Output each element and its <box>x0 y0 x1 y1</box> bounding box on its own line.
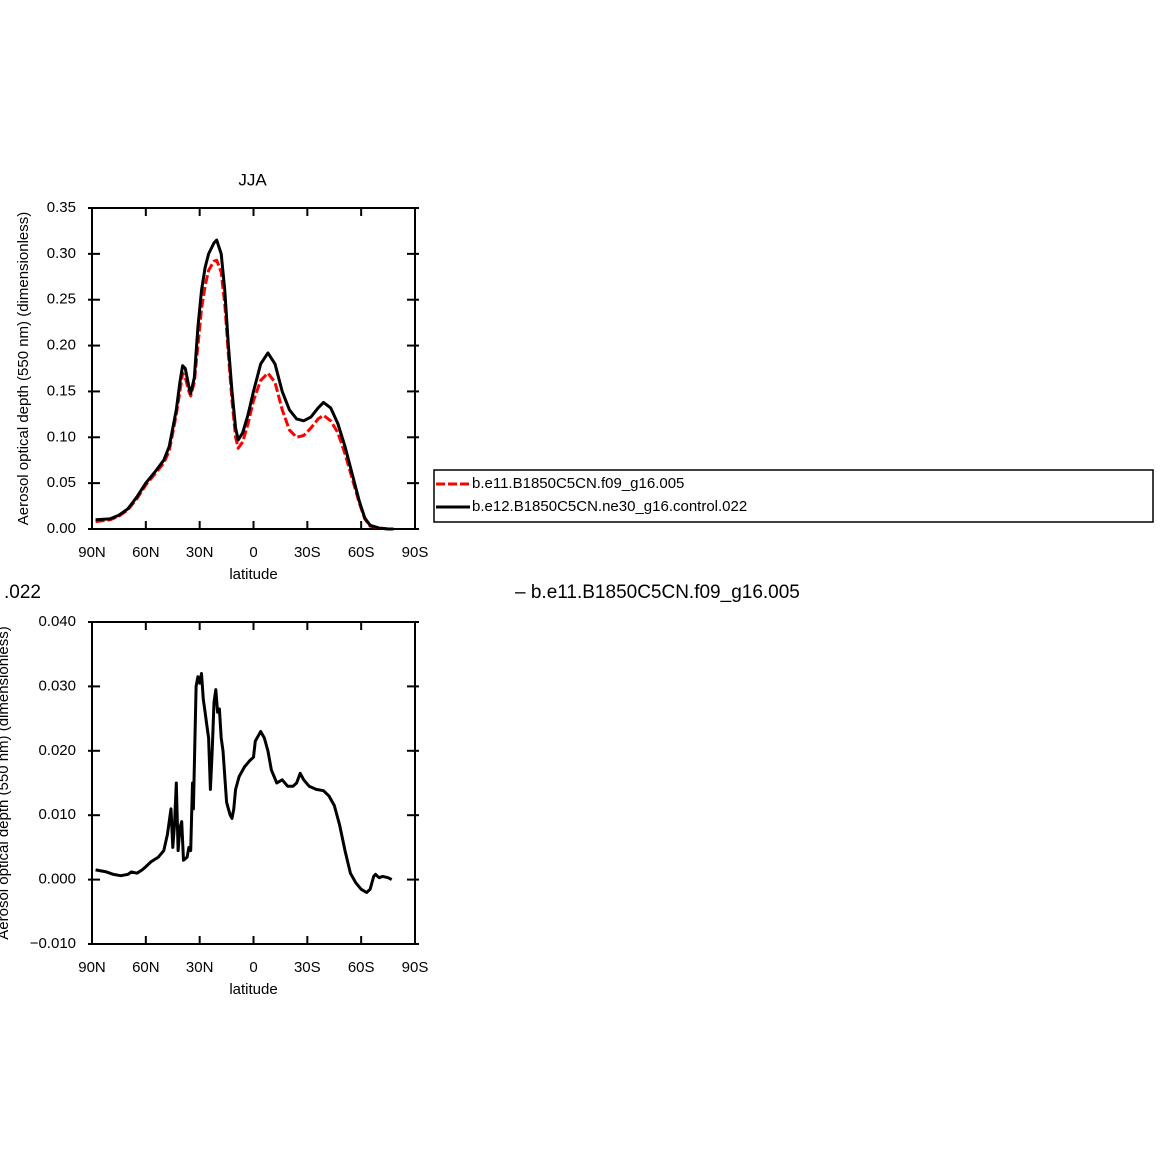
y-tick-label: 0.25 <box>47 291 76 308</box>
legend-box <box>433 469 1154 523</box>
y-tick-label: 0.020 <box>38 742 76 759</box>
x-tick-label: 60S <box>348 959 375 976</box>
x-axis-label: latitude <box>229 981 277 998</box>
legend-label: b.e11.B1850C5CN.f09_g16.005 <box>472 475 684 492</box>
y-tick-label: 0.05 <box>47 474 76 491</box>
x-tick-label: 90S <box>402 959 429 976</box>
y-tick-label: 0.030 <box>38 677 76 694</box>
data-line <box>95 258 394 531</box>
y-tick-label: 0.15 <box>47 382 76 399</box>
x-tick-label: 90N <box>78 959 106 976</box>
y-tick-label: 0.00 <box>47 520 76 537</box>
legend-label: b.e12.B1850C5CN.ne30_g16.control.022 <box>472 498 747 515</box>
x-tick-label: 0 <box>249 959 257 976</box>
chart-title: JJA <box>238 170 267 189</box>
data-line <box>95 238 394 531</box>
plot-frame <box>91 621 416 945</box>
y-tick-label: 0.35 <box>47 199 76 216</box>
y-axis-label: Aerosol optical depth (550 nm) (dimensio… <box>15 212 32 525</box>
annotation: .022 <box>4 582 41 603</box>
data-line <box>95 672 393 894</box>
y-axis-label: Aerosol optical depth (550 nm) (dimensio… <box>0 626 12 939</box>
y-tick-label: 0.040 <box>38 613 76 630</box>
y-tick-label: −0.010 <box>30 935 76 952</box>
x-tick-label: 0 <box>249 544 257 561</box>
y-tick-label: 0.20 <box>47 337 76 354</box>
plot-frame <box>91 207 416 530</box>
x-tick-label: 60N <box>132 544 160 561</box>
x-tick-label: 30S <box>294 959 321 976</box>
x-tick-label: 90N <box>78 544 106 561</box>
x-tick-label: 60N <box>132 959 160 976</box>
x-tick-label: 30N <box>186 544 214 561</box>
y-tick-label: 0.010 <box>38 806 76 823</box>
y-tick-label: 0.30 <box>47 245 76 262</box>
y-tick-label: 0.000 <box>38 871 76 888</box>
x-tick-label: 90S <box>402 544 429 561</box>
x-axis-label: latitude <box>229 566 277 583</box>
x-tick-label: 60S <box>348 544 375 561</box>
y-tick-label: 0.10 <box>47 428 76 445</box>
annotation: – b.e11.B1850C5CN.f09_g16.005 <box>515 582 800 603</box>
x-tick-label: 30N <box>186 959 214 976</box>
x-tick-label: 30S <box>294 544 321 561</box>
